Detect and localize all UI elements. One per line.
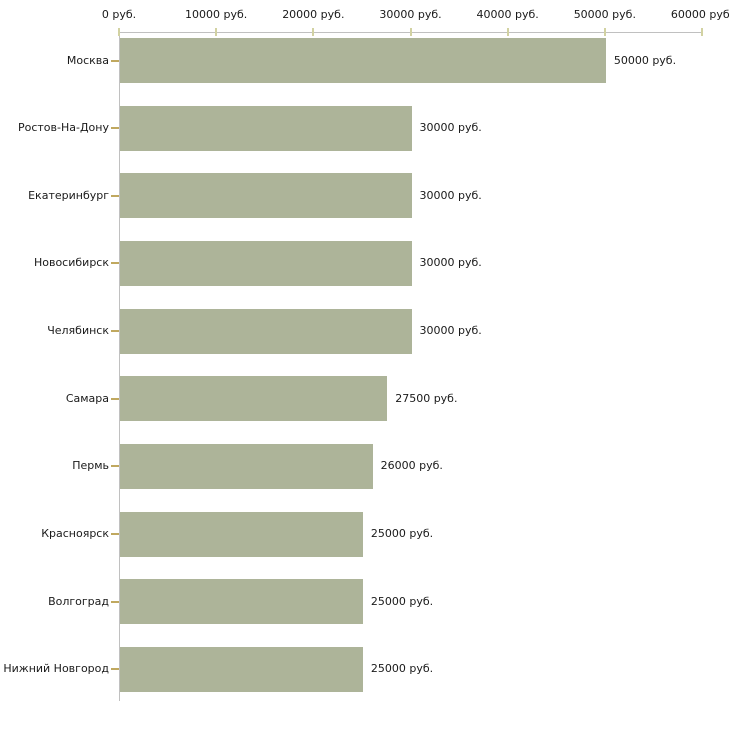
row-tick-mark — [111, 127, 119, 130]
x-tick-mark — [215, 28, 218, 36]
x-tick-label: 30000 руб. — [379, 8, 442, 21]
x-tick-label: 10000 руб. — [185, 8, 248, 21]
value-label: 50000 руб. — [613, 53, 677, 67]
x-tick-mark — [701, 28, 703, 36]
category-label: Самара — [65, 391, 109, 405]
value-label: 30000 руб. — [419, 324, 482, 338]
value-label: 27500 руб. — [395, 391, 458, 405]
category-label: Новосибирск — [33, 256, 109, 270]
category-label: Волгоград — [48, 594, 109, 608]
x-tick-mark — [409, 28, 412, 36]
bar — [120, 105, 412, 151]
x-tick-mark — [312, 28, 315, 36]
row-tick-mark — [111, 465, 119, 468]
bar — [120, 579, 363, 625]
category-label: Ростов-На-Дону — [17, 121, 109, 135]
bar — [120, 443, 373, 489]
value-label: 26000 руб. — [380, 459, 443, 473]
row-tick-mark — [111, 600, 119, 603]
value-label: 25000 руб. — [370, 662, 434, 676]
y-axis-line — [119, 32, 120, 701]
bar — [120, 646, 363, 692]
x-tick-label: 20000 руб. — [282, 8, 345, 21]
row-tick-mark — [111, 397, 119, 400]
bar — [120, 511, 363, 557]
category-label: Пермь — [72, 459, 109, 473]
x-tick-mark — [603, 28, 606, 36]
category-label: Челябинск — [47, 324, 109, 338]
bar — [120, 308, 412, 354]
row-tick-mark — [111, 194, 119, 197]
x-tick-label: 50000 руб. — [573, 8, 636, 21]
row-tick-mark — [111, 533, 119, 536]
x-tick-label: 60000 руб. — [670, 8, 730, 21]
category-label: Екатеринбург — [28, 188, 109, 202]
bar — [120, 38, 606, 83]
x-tick-mark — [118, 28, 120, 36]
row-tick-mark — [111, 262, 119, 265]
value-label: 30000 руб. — [419, 121, 482, 135]
category-label: Красноярск — [41, 527, 109, 541]
x-tick-label: 0 руб. — [101, 8, 137, 21]
category-label: Нижний Новгород — [3, 662, 109, 676]
x-tick-label: 40000 руб. — [476, 8, 539, 21]
row-tick-mark — [111, 330, 119, 333]
bar — [120, 376, 388, 422]
value-label: 30000 руб. — [419, 188, 482, 202]
x-tick-mark — [506, 28, 509, 36]
category-label: Москва — [66, 53, 109, 67]
value-label: 30000 руб. — [419, 256, 482, 270]
row-tick-mark — [111, 668, 119, 671]
row-tick-mark — [111, 59, 119, 62]
bar — [120, 173, 412, 219]
value-label: 25000 руб. — [370, 594, 434, 608]
bar — [120, 240, 412, 286]
value-label: 25000 руб. — [370, 527, 434, 541]
